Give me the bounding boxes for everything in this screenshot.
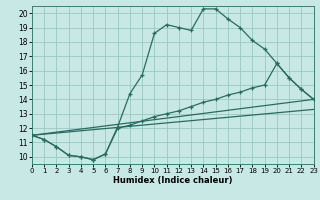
X-axis label: Humidex (Indice chaleur): Humidex (Indice chaleur) <box>113 176 233 185</box>
